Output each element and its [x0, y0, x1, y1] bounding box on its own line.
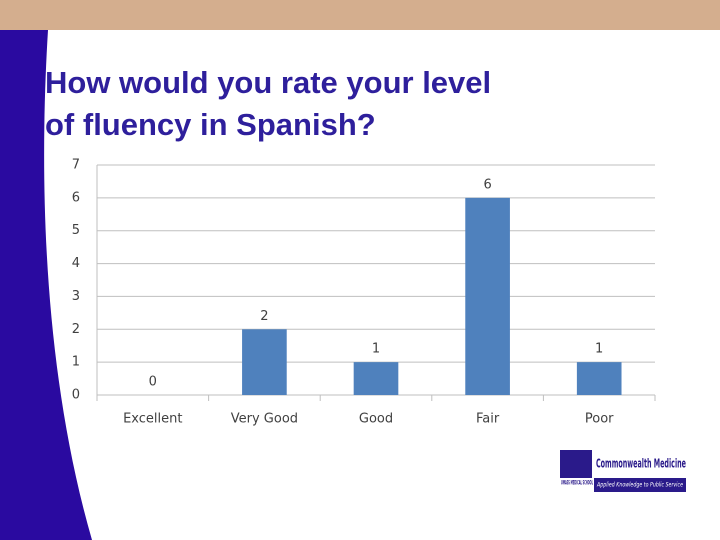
x-tick-label: Very Good — [231, 412, 298, 427]
y-tick-label: 6 — [72, 190, 80, 205]
value-label: 6 — [483, 177, 491, 192]
logo: UMASS MEDICAL SCHOOL Commonwealth Medici… — [560, 450, 686, 492]
x-tick-label: Good — [359, 412, 393, 427]
chart-title: How would you rate your level of fluency… — [45, 65, 492, 142]
y-tick-label: 4 — [72, 256, 80, 271]
y-tick-label: 7 — [72, 158, 80, 173]
y-tick-label: 3 — [72, 289, 80, 304]
x-tick-label: Poor — [585, 412, 614, 427]
x-tick-label: Fair — [476, 412, 500, 427]
bar — [576, 362, 622, 395]
y-tick-label: 0 — [72, 388, 80, 403]
x-tick-label: Excellent — [123, 412, 182, 427]
y-tick-label: 5 — [72, 223, 80, 238]
logo-tagline: Applied Knowledge to Public Service — [596, 482, 683, 489]
side-swoosh — [0, 30, 92, 540]
value-label: 1 — [372, 342, 380, 357]
value-label: 1 — [595, 342, 603, 357]
bar — [465, 197, 510, 395]
bar — [242, 329, 287, 395]
y-tick-label: 1 — [72, 355, 80, 370]
value-label: 2 — [260, 309, 268, 324]
y-tick-label: 2 — [72, 322, 80, 337]
logo-mark — [560, 450, 592, 478]
logo-tag-bg — [594, 478, 686, 492]
value-label: 0 — [149, 375, 157, 390]
bar — [353, 362, 399, 395]
top-band — [0, 0, 720, 30]
logo-name: Commonwealth Medicine — [596, 457, 686, 471]
logo-school: UMASS MEDICAL SCHOOL — [561, 480, 593, 487]
